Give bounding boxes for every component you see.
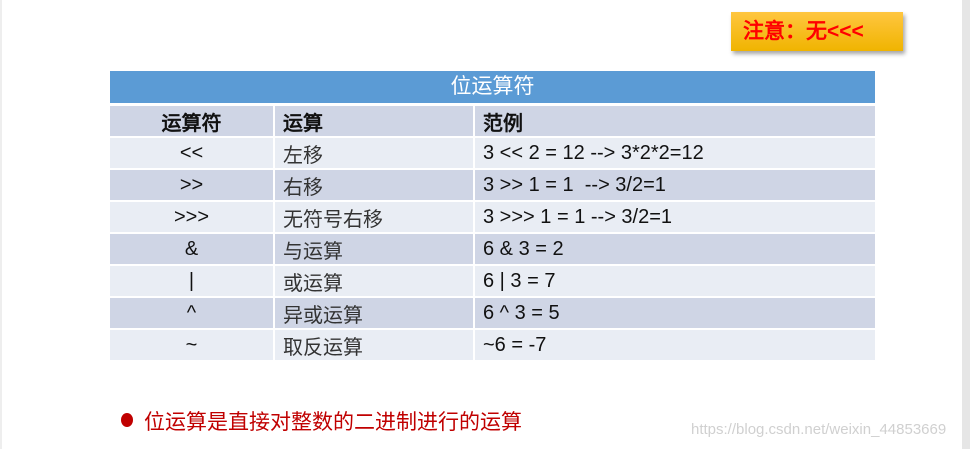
operation-cell: 或运算 xyxy=(275,264,475,296)
table-row: ~ 取反运算 ~6 = -7 xyxy=(110,328,875,360)
example-cell: 3 << 2 = 12 --> 3*2*2=12 xyxy=(475,136,875,168)
table-row: >> 右移 3 >> 1 = 1 --> 3/2=1 xyxy=(110,168,875,200)
table-row: & 与运算 6 & 3 = 2 xyxy=(110,232,875,264)
example-cell: 6 & 3 = 2 xyxy=(475,232,875,264)
example-cell: 3 >> 1 = 1 --> 3/2=1 xyxy=(475,168,875,200)
scrollbar-track[interactable] xyxy=(962,0,970,449)
table-row: ^ 异或运算 6 ^ 3 = 5 xyxy=(110,296,875,328)
example-cell: 6 | 3 = 7 xyxy=(475,264,875,296)
operation-cell: 取反运算 xyxy=(275,328,475,360)
header-operation: 运算 xyxy=(275,104,475,136)
operator-cell: << xyxy=(110,136,275,168)
left-edge xyxy=(0,0,2,449)
bitwise-operators-table: 运算符 运算 范例 << 左移 3 << 2 = 12 --> 3*2*2=12… xyxy=(110,104,875,360)
watermark: https://blog.csdn.net/weixin_44853669 xyxy=(691,421,947,438)
table-header-row: 运算符 运算 范例 xyxy=(110,104,875,136)
table-row: << 左移 3 << 2 = 12 --> 3*2*2=12 xyxy=(110,136,875,168)
operator-cell: ~ xyxy=(110,328,275,360)
example-cell: 3 >>> 1 = 1 --> 3/2=1 xyxy=(475,200,875,232)
table-title: 位运算符 xyxy=(110,71,875,103)
operation-cell: 与运算 xyxy=(275,232,475,264)
bullet-text: 位运算是直接对整数的二进制进行的运算 xyxy=(144,411,522,434)
operator-cell: >> xyxy=(110,168,275,200)
operation-cell: 右移 xyxy=(275,168,475,200)
header-example: 范例 xyxy=(475,104,875,136)
operation-cell: 无符号右移 xyxy=(275,200,475,232)
operator-cell: >>> xyxy=(110,200,275,232)
table-row: >>> 无符号右移 3 >>> 1 = 1 --> 3/2=1 xyxy=(110,200,875,232)
operation-cell: 左移 xyxy=(275,136,475,168)
table-row: | 或运算 6 | 3 = 7 xyxy=(110,264,875,296)
example-cell: ~6 = -7 xyxy=(475,328,875,360)
header-operator: 运算符 xyxy=(110,104,275,136)
operator-cell: ^ xyxy=(110,296,275,328)
example-cell: 6 ^ 3 = 5 xyxy=(475,296,875,328)
operation-cell: 异或运算 xyxy=(275,296,475,328)
bullet-dot-icon xyxy=(121,413,133,427)
note-badge: 注意：无<<< xyxy=(731,12,903,51)
operator-cell: | xyxy=(110,264,275,296)
operator-cell: & xyxy=(110,232,275,264)
